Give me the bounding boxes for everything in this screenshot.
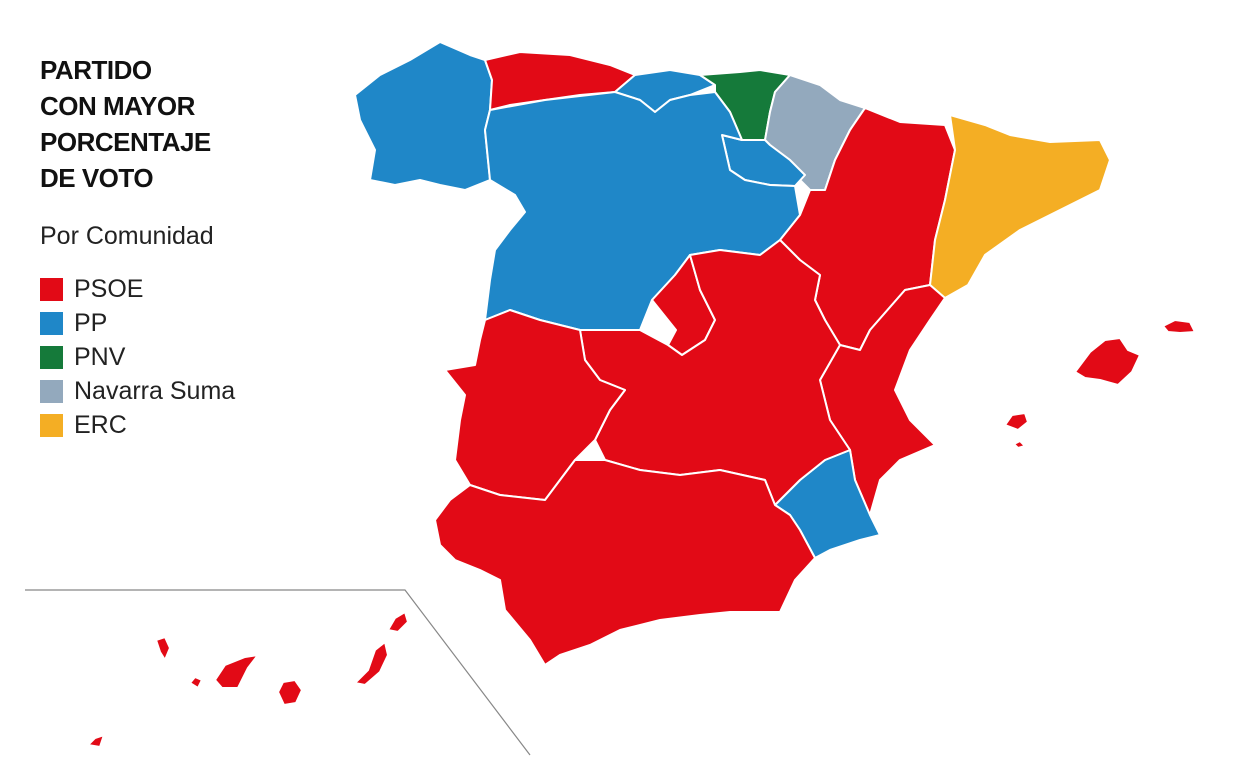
legend-label: PP	[74, 308, 108, 337]
title-line: DE VOTO	[40, 163, 154, 193]
legend-label: Navarra Suma	[74, 376, 236, 405]
legend-label: ERC	[74, 410, 127, 439]
region-galicia[interactable]	[354, 41, 493, 191]
legend-swatch	[40, 379, 63, 403]
legend-item-pp: PP	[40, 306, 235, 340]
island-menorca[interactable]	[1162, 319, 1196, 334]
legend-item-navarra-suma: Navarra Suma	[40, 374, 235, 408]
title-line: PARTIDO	[40, 55, 152, 85]
legend-label: PNV	[74, 342, 126, 371]
legend-item-psoe: PSOE	[40, 272, 235, 306]
title-line: CON MAYOR	[40, 91, 195, 121]
region-cataluna[interactable]	[929, 114, 1111, 299]
island-la-palma[interactable]	[155, 636, 171, 661]
legend-item-erc: ERC	[40, 408, 235, 442]
map-title: PARTIDO CON MAYOR PORCENTAJE DE VOTO	[40, 52, 211, 196]
region-canarias[interactable]	[87, 611, 409, 748]
island-gran-canaria[interactable]	[277, 679, 303, 706]
region-andalucia[interactable]	[434, 459, 816, 666]
island-el-hierro[interactable]	[87, 734, 105, 748]
island-la-gomera[interactable]	[189, 676, 203, 689]
legend-item-pnv: PNV	[40, 340, 235, 374]
island-formentera[interactable]	[1013, 440, 1026, 449]
island-fuerteventura[interactable]	[354, 641, 389, 686]
legend-label: PSOE	[74, 274, 144, 303]
legend-swatch	[40, 413, 63, 437]
island-tenerife[interactable]	[214, 654, 259, 689]
legend: PSOE PP PNV Navarra Suma ERC	[40, 272, 235, 442]
legend-swatch	[40, 345, 63, 369]
canarias-inset-border	[25, 589, 531, 756]
region-baleares[interactable]	[1004, 319, 1196, 449]
island-ibiza[interactable]	[1004, 412, 1029, 431]
map-subtitle: Por Comunidad	[40, 222, 214, 250]
island-lanzarote[interactable]	[387, 611, 409, 633]
title-line: PORCENTAJE	[40, 127, 211, 157]
legend-swatch	[40, 277, 63, 301]
legend-swatch	[40, 311, 63, 335]
island-mallorca[interactable]	[1074, 337, 1141, 386]
